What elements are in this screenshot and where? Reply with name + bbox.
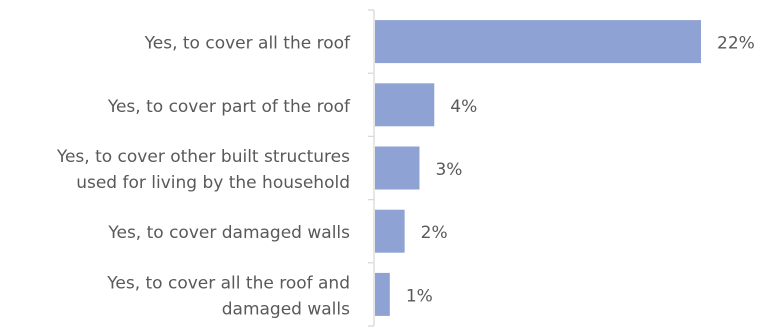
- category-label-line: Yes, to cover all the roof and: [106, 273, 350, 293]
- data-label: 4%: [450, 97, 477, 117]
- category-label-line: Yes, to cover all the roof: [144, 34, 351, 54]
- bar: [375, 83, 435, 127]
- category-label-line: used for living by the household: [76, 173, 350, 193]
- data-label: 22%: [717, 34, 755, 54]
- category-label: Yes, to cover other built structures used…: [56, 147, 350, 193]
- category-label: Yes, to cover all the roof and damaged wa…: [106, 273, 350, 319]
- data-label: 3%: [435, 160, 462, 180]
- labels-group: 22% Yes, to cover all the roof 4% Yes, to c…: [56, 34, 755, 320]
- category-label: Yes, to cover damaged walls: [107, 223, 350, 243]
- category-label: Yes, to cover part of the roof: [107, 97, 351, 117]
- data-label: 2%: [421, 223, 448, 243]
- category-label-line: Yes, to cover other built structures: [56, 147, 350, 167]
- bar: [375, 146, 420, 190]
- category-label: Yes, to cover all the roof: [144, 34, 351, 54]
- category-label-line: damaged walls: [222, 299, 350, 319]
- axis-group: [368, 9, 375, 327]
- bar: [375, 20, 701, 64]
- category-label-line: Yes, to cover damaged walls: [107, 223, 350, 243]
- bar: [375, 209, 405, 253]
- category-label-line: Yes, to cover part of the roof: [107, 97, 351, 117]
- data-label: 1%: [406, 286, 433, 306]
- bar: [375, 272, 390, 316]
- bars-group: [375, 20, 701, 316]
